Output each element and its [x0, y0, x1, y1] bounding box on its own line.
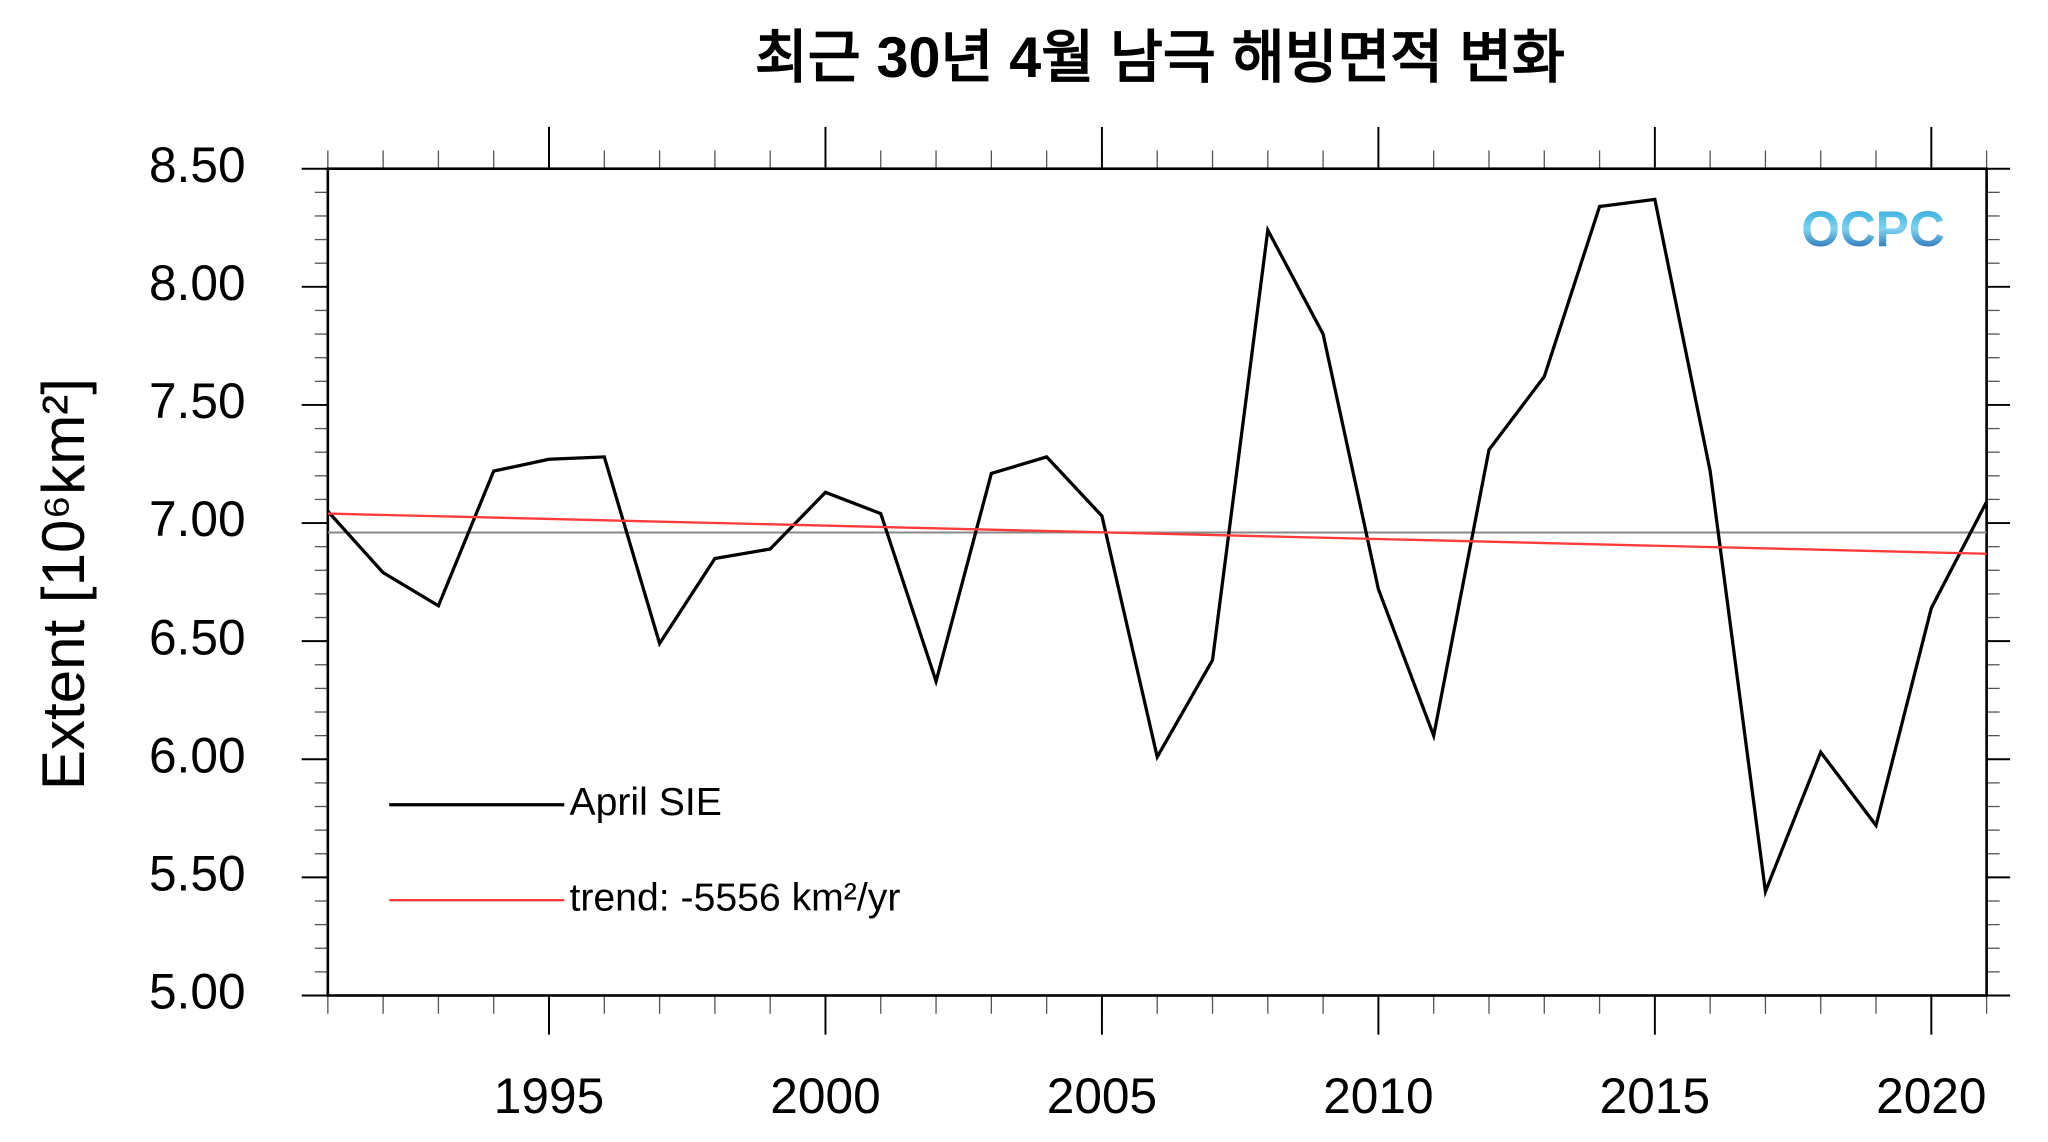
- y-tick-label: 6.00: [149, 727, 246, 783]
- data-line: [326, 197, 1989, 898]
- y-tick-label: 5.00: [149, 964, 246, 1020]
- x-tick-label: 1995: [494, 1068, 604, 1124]
- y-tick-label: 6.50: [149, 609, 246, 665]
- x-tick-label: 2000: [770, 1068, 880, 1124]
- plot-frame: [326, 167, 1988, 997]
- chart-title: 최근 30년 4월 남극 해빙면적 변화: [755, 26, 1565, 90]
- y-axis-label: Extent [10⁶km²]: [30, 378, 97, 790]
- data-line: [327, 512, 1987, 555]
- y-tick-label: 7.00: [149, 491, 246, 547]
- logo: OCPC: [1801, 201, 1944, 257]
- y-tick-label: 5.50: [149, 845, 246, 901]
- legend-label: trend: -5556 km²/yr: [569, 876, 900, 919]
- x-tick-label: 2015: [1600, 1068, 1710, 1124]
- x-tick-label: 2005: [1047, 1068, 1157, 1124]
- y-tick-label: 7.50: [149, 373, 246, 429]
- legend-label: April SIE: [569, 781, 721, 824]
- x-tick-label: 2010: [1323, 1068, 1433, 1124]
- x-tick-label: 2020: [1876, 1068, 1986, 1124]
- y-tick-label: 8.00: [149, 255, 246, 311]
- y-tick-label: 8.50: [149, 137, 246, 193]
